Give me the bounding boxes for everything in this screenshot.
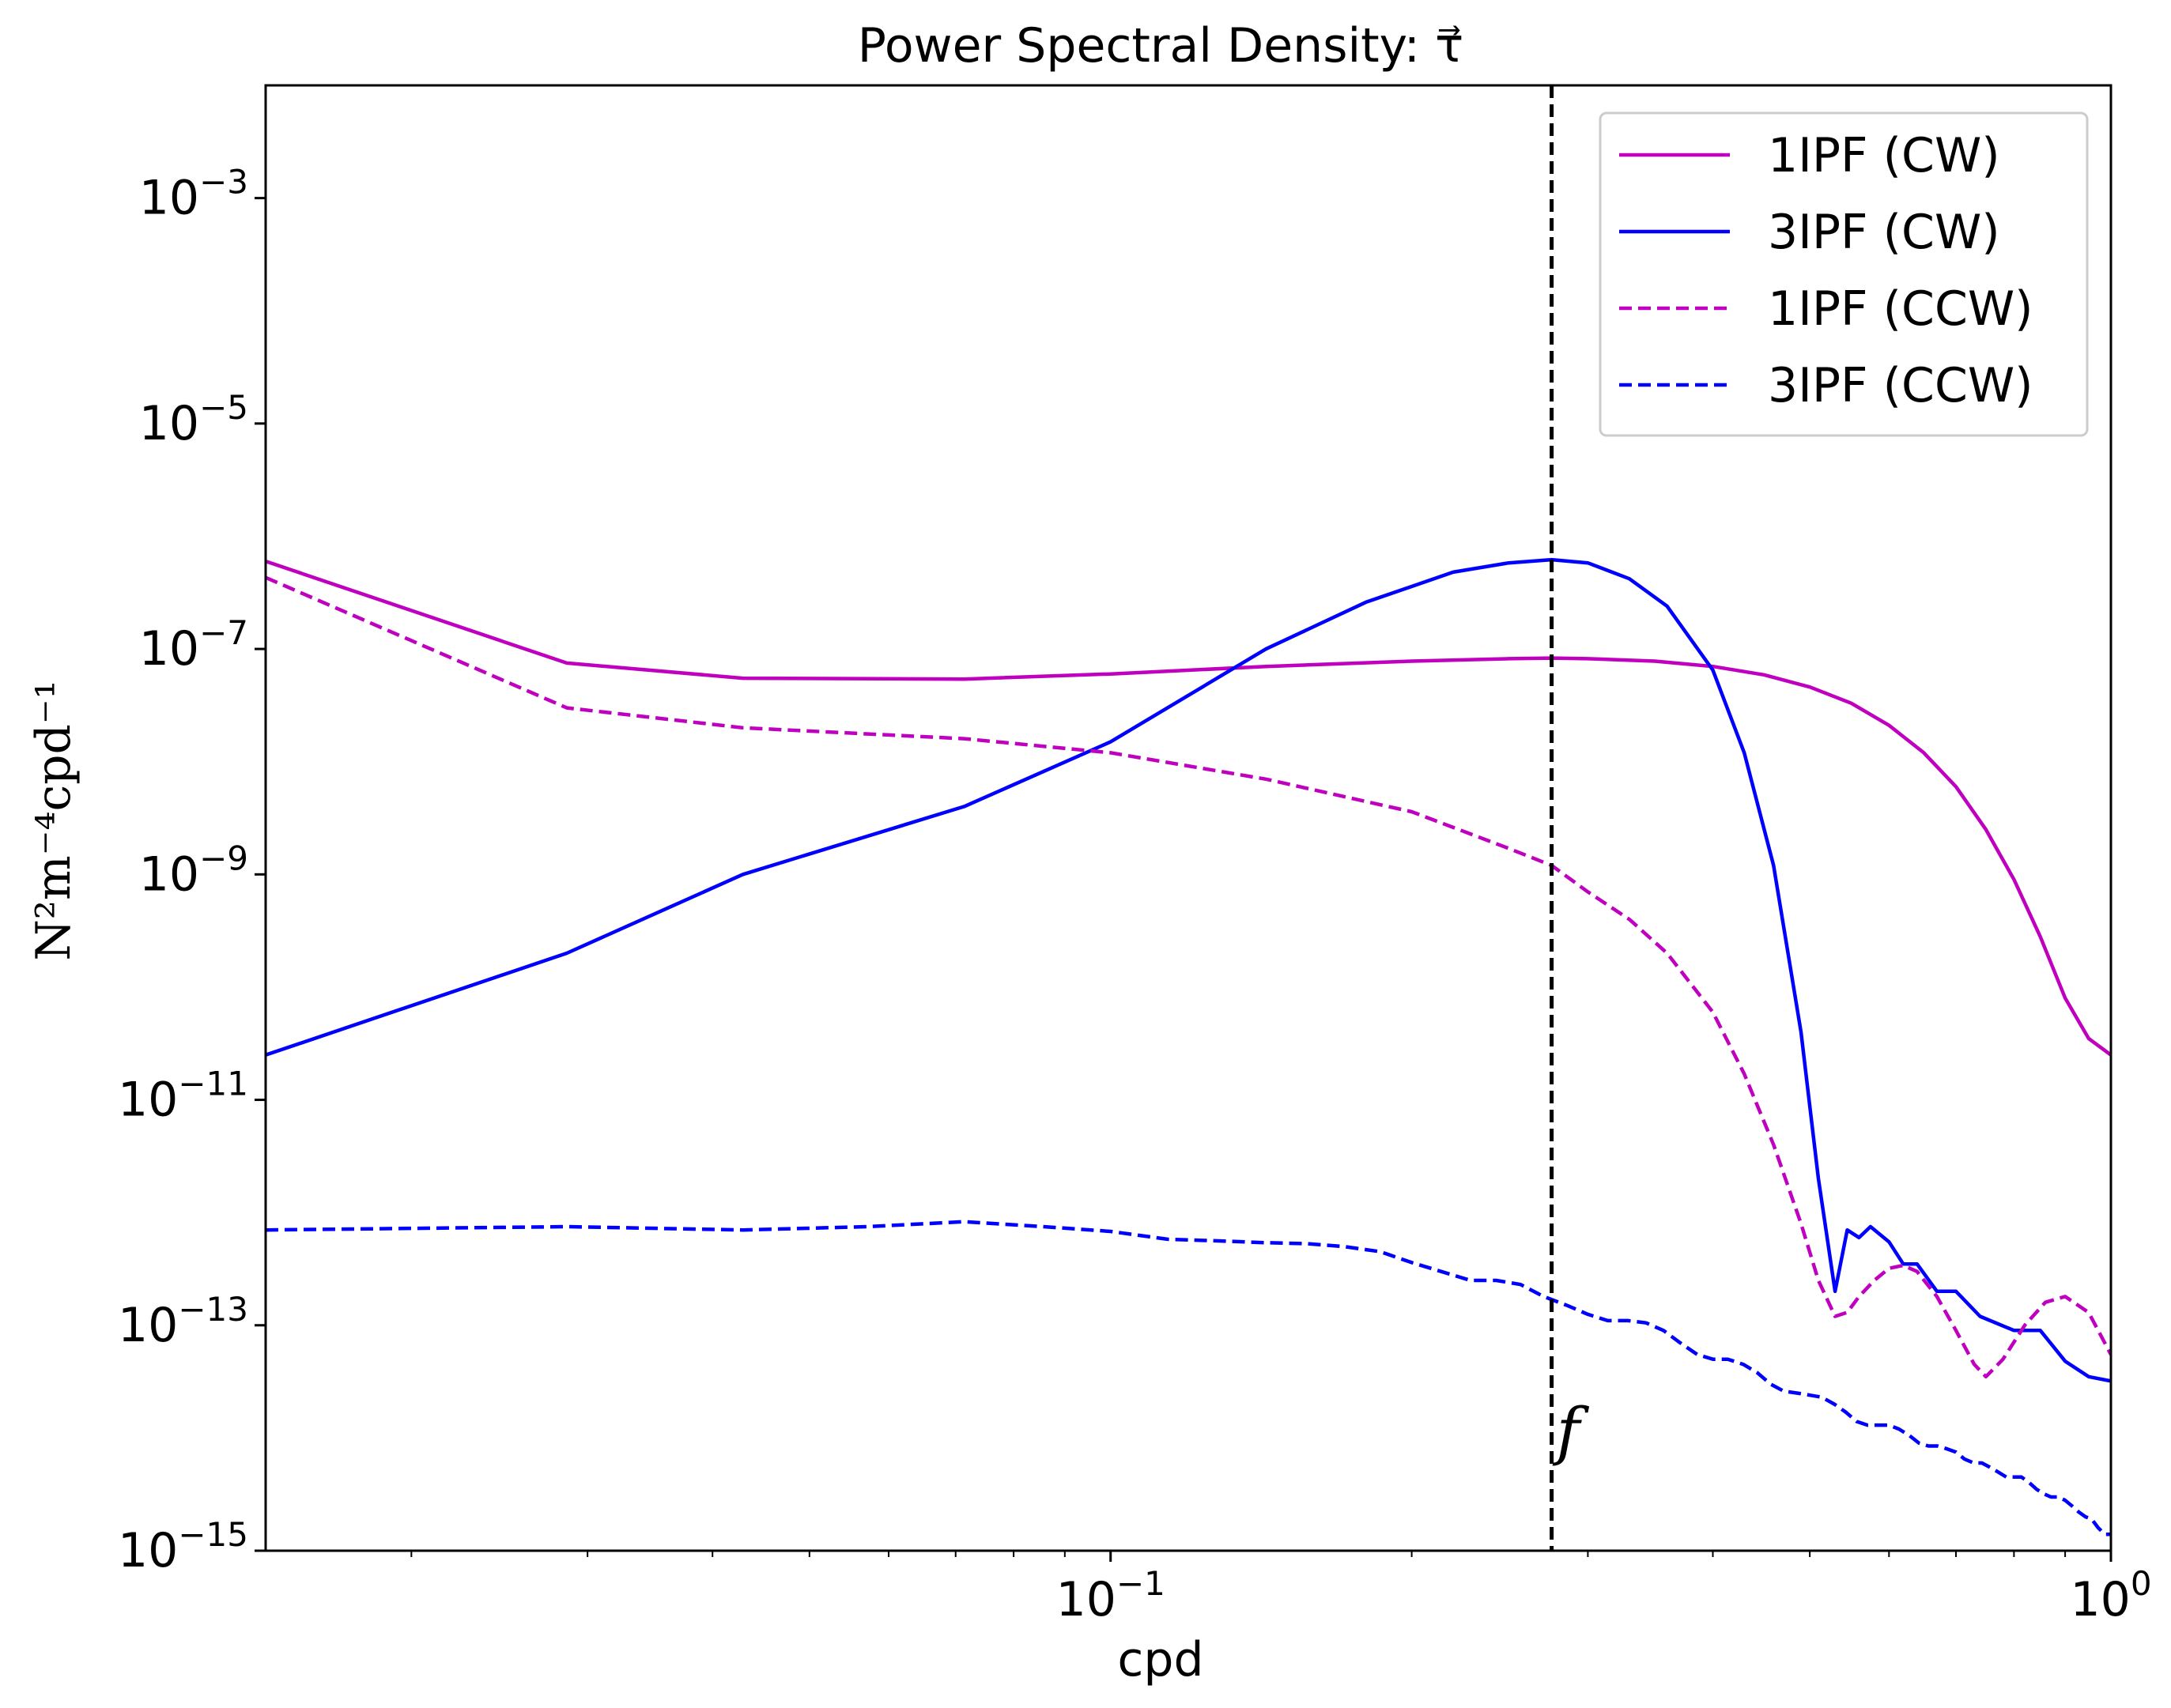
legend-label-1: 3IPF (CW) <box>1768 205 2000 260</box>
legend-box <box>1599 111 2089 437</box>
legend-label-0: 1IPF (CW) <box>1768 128 2000 183</box>
axis-ticks: 10−3 10−5 10−7 10−9 10−11 10−13 10−15 10−1 100 <box>118 163 2152 1627</box>
series-line-3 <box>266 1220 2111 1536</box>
chart-title: Power Spectral Density: τ⃗ <box>858 18 1463 74</box>
series-line-1 <box>266 557 2111 1383</box>
y-tick-label-5: 10−13 <box>118 1290 248 1353</box>
y-tick-label-2: 10−7 <box>139 613 248 677</box>
y-tick-label-6: 10−15 <box>118 1515 248 1578</box>
x-tick-label-0: 10−1 <box>1056 1564 1165 1627</box>
x-tick-label-1: 100 <box>2070 1564 2151 1627</box>
x-axis-label: cpd <box>1117 1632 1203 1687</box>
plot-area: f <box>264 84 2112 1552</box>
y-axis-label: N²m⁻⁴cpd⁻¹ <box>26 680 81 960</box>
legend-label-2: 1IPF (CCW) <box>1768 281 2033 337</box>
series-line-2 <box>266 575 2111 1379</box>
y-tick-label-3: 10−9 <box>139 839 248 902</box>
plot-frame <box>264 84 2112 1552</box>
legend-label-3: 3IPF (CCW) <box>1768 358 2033 413</box>
y-tick-label-4: 10−11 <box>118 1065 248 1128</box>
y-tick-label-0: 10−3 <box>139 163 248 226</box>
legend: 1IPF (CW) 3IPF (CW) 1IPF (CCW) 3IPF (CCW) <box>1599 111 2089 437</box>
series-line-0 <box>266 559 2111 1057</box>
series-group <box>266 557 2111 1536</box>
y-tick-label-1: 10−5 <box>139 388 248 451</box>
